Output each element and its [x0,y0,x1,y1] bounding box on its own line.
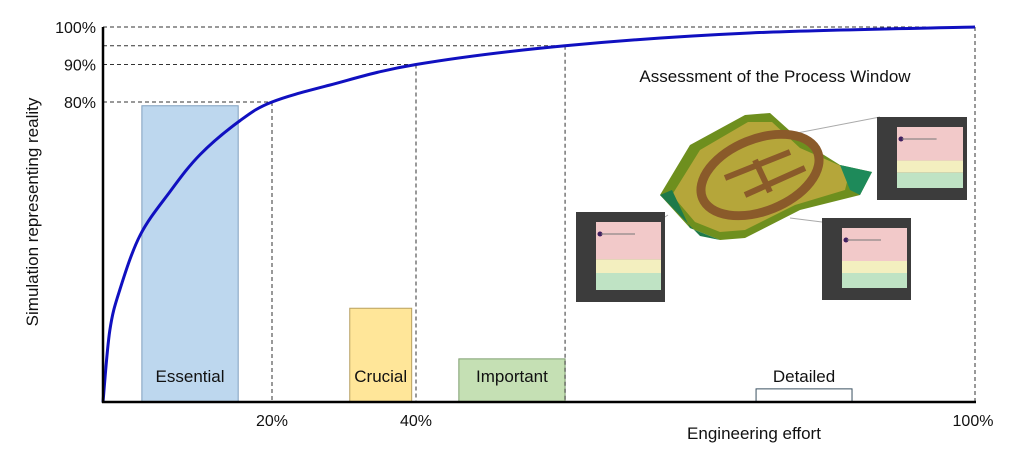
car-hood-image [660,113,872,240]
y-tick-label: 100% [55,20,96,37]
y-tick-label: 90% [64,58,96,75]
bar-crucial [349,307,413,403]
panel-marker [898,136,904,142]
panel-red-zone [897,127,963,161]
bar-detailed [755,388,853,403]
panel-red-zone [842,228,907,261]
panel-green-zone [596,273,661,290]
panel-green-zone [897,172,963,188]
panel-marker [843,237,849,243]
x-tick-label: 40% [400,413,432,430]
bar-essential [141,105,239,403]
bar-important [458,358,566,403]
panel-marker [597,231,603,237]
process-window-illustration [576,113,967,302]
histogram-panel [576,212,665,302]
panel-red-zone [596,222,661,260]
panel-yellow-zone [596,259,661,273]
panel-green-zone [842,273,907,288]
annotation-title: Assessment of the Process Window [639,67,911,86]
panel-yellow-zone [897,160,963,173]
x-tick-label: 20% [256,413,288,430]
x-axis-label: Engineering effort [687,424,821,443]
histogram-panel [822,218,911,300]
bar-label: Important [476,367,548,386]
y-axis-label: Simulation representing reality [23,97,42,326]
reality-curve [101,25,976,403]
panel-yellow-zone [842,261,907,273]
bar-label: Essential [156,367,225,386]
x-tick-label: 100% [953,413,994,430]
histogram-panel [877,117,967,200]
bar-label: Detailed [773,367,835,386]
y-tick-label: 80% [64,95,96,112]
bar-label: Crucial [354,367,407,386]
